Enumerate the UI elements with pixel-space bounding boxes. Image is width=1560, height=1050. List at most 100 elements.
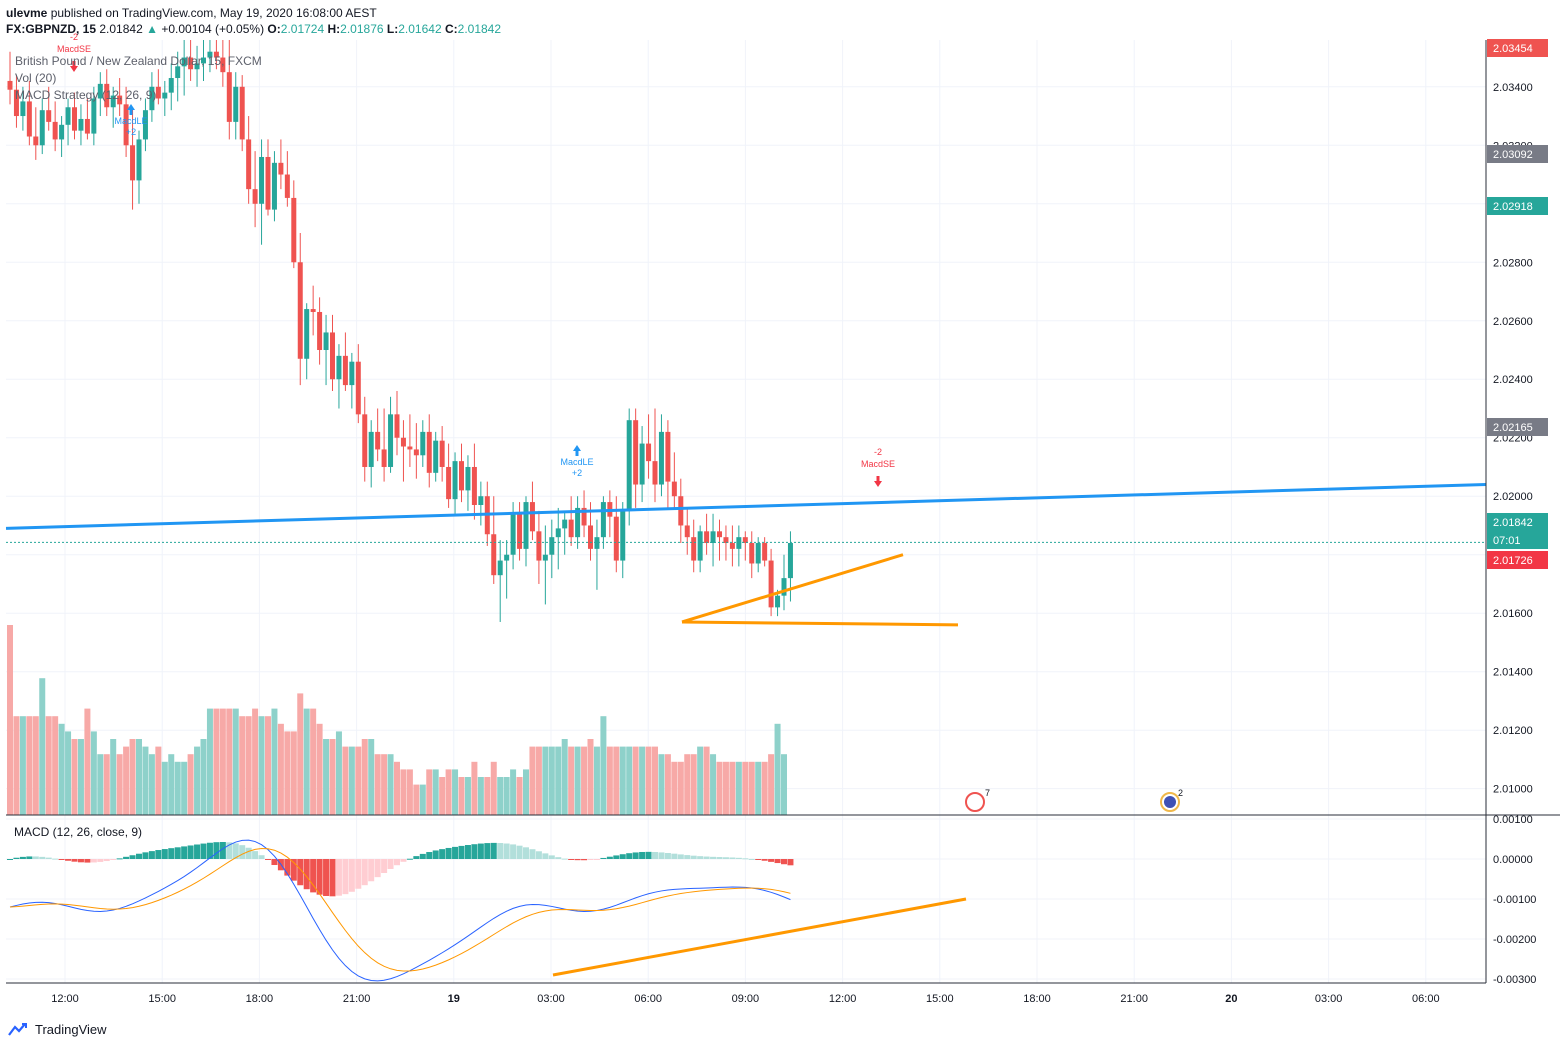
high-label: H:: [327, 22, 341, 36]
candle-body: [117, 95, 123, 105]
candle-body: [323, 332, 329, 350]
candle-body: [33, 136, 39, 146]
volume-bar: [445, 769, 452, 815]
volume-bar: [542, 746, 549, 815]
low-label: L:: [386, 22, 399, 36]
candle-body: [142, 110, 148, 140]
macd-histogram-bar: [664, 852, 671, 859]
macd-histogram-bar: [239, 845, 246, 859]
candle-body: [775, 595, 781, 608]
macd-histogram-bar: [232, 843, 239, 859]
volume-bar: [290, 731, 297, 815]
volume-bar: [348, 746, 355, 815]
macd-histogram-bar: [729, 857, 736, 859]
candle-body: [362, 414, 368, 467]
macd-histogram-bar: [406, 858, 413, 860]
candle-body: [162, 92, 168, 99]
volume-bar: [148, 754, 155, 815]
volume-legend[interactable]: Vol (20): [15, 71, 57, 85]
time-tick: 20: [1225, 993, 1237, 1005]
macd-histogram-bar: [348, 859, 355, 892]
candle-body: [678, 496, 684, 526]
time-tick: 21:00: [343, 993, 371, 1005]
tradingview-footer[interactable]: TradingView: [8, 1022, 107, 1037]
time-tick: 18:00: [246, 993, 274, 1005]
publish-header: ulevme published on TradingView.com, May…: [6, 6, 377, 20]
macd-histogram-bar: [168, 848, 175, 859]
candle-body: [20, 101, 26, 117]
symbol[interactable]: FX:GBPNZD, 15: [6, 22, 97, 36]
volume-bar: [265, 716, 271, 815]
candle-body: [594, 537, 600, 549]
price-label: 2.01726: [1493, 555, 1533, 567]
macd-histogram-bar: [129, 855, 136, 859]
candle-body: [394, 414, 400, 438]
volume-bar: [245, 716, 252, 815]
macd-histogram-bar: [7, 859, 13, 860]
volume-bar: [374, 754, 381, 815]
price-label-box: [1487, 39, 1548, 57]
macd-histogram-bar: [342, 859, 349, 895]
macd-histogram-bar: [516, 845, 523, 859]
candle-body: [575, 507, 581, 538]
macd-histogram-bar: [703, 856, 710, 859]
macd-histogram-bar: [148, 851, 155, 859]
volume-bar: [755, 761, 762, 815]
candle-body: [478, 496, 484, 505]
macd-histogram-bar: [426, 852, 433, 859]
candle-body: [613, 516, 619, 561]
candle-body: [536, 531, 542, 561]
volume-bar: [252, 708, 259, 815]
macd-histogram-bar: [245, 847, 252, 859]
volume-bar: [413, 784, 420, 815]
short-entry-arrow-icon: [70, 61, 78, 72]
volume-bar: [606, 746, 613, 815]
volume-bar: [761, 761, 768, 815]
macd-legend[interactable]: MACD (12, 26, close, 9): [14, 825, 143, 839]
volume-bar: [387, 754, 394, 815]
candle-body: [471, 466, 477, 505]
candle-body: [665, 431, 671, 482]
price-higher-low-line: [681, 553, 904, 624]
volume-bar: [71, 739, 78, 815]
volume-bar: [703, 746, 710, 815]
volume-bar: [574, 746, 581, 815]
macd-histogram-bar: [768, 859, 775, 862]
macd-histogram-bar: [606, 856, 613, 859]
candle-body: [91, 98, 97, 134]
macd-histogram-bar: [464, 845, 471, 859]
volume-bar: [581, 746, 588, 815]
strategy-legend[interactable]: MACD Strategy (12, 26, 9): [15, 88, 157, 102]
volume-bar: [503, 777, 510, 815]
volume-bar: [477, 777, 484, 815]
candle-body: [336, 355, 342, 380]
candle-body: [201, 57, 206, 64]
candle-body: [65, 107, 71, 125]
macd-histogram-bar: [561, 858, 568, 860]
change-arrow-icon: ▲: [146, 22, 158, 36]
macd-histogram-bar: [755, 859, 762, 860]
macd-histogram-bar: [116, 858, 123, 860]
volume-bar: [774, 723, 781, 815]
volume-bar: [523, 769, 529, 815]
instrument-legend[interactable]: British Pound / New Zealand Dollar, 15, …: [15, 54, 262, 68]
author[interactable]: ulevme: [6, 6, 48, 20]
volume-bar: [232, 708, 239, 815]
volume-bar: [77, 739, 84, 815]
macd-histogram-bar: [535, 851, 542, 859]
candle-body: [246, 139, 252, 190]
macd-histogram-bar: [310, 859, 317, 893]
macd-histogram-bar: [490, 842, 497, 859]
signal-label: MacdLE: [114, 116, 147, 126]
long-entry-arrow-icon: [127, 104, 135, 115]
candle-body: [194, 63, 200, 70]
macd-histogram-bar: [329, 859, 336, 897]
volume-bar: [619, 746, 626, 815]
tradingview-logo-icon: [8, 1022, 27, 1036]
macd-histogram-bar: [458, 845, 465, 859]
candle-body: [207, 51, 213, 58]
volume-bar: [458, 777, 465, 815]
candle-body: [278, 162, 284, 175]
price-tick: 2.01000: [1493, 784, 1533, 796]
